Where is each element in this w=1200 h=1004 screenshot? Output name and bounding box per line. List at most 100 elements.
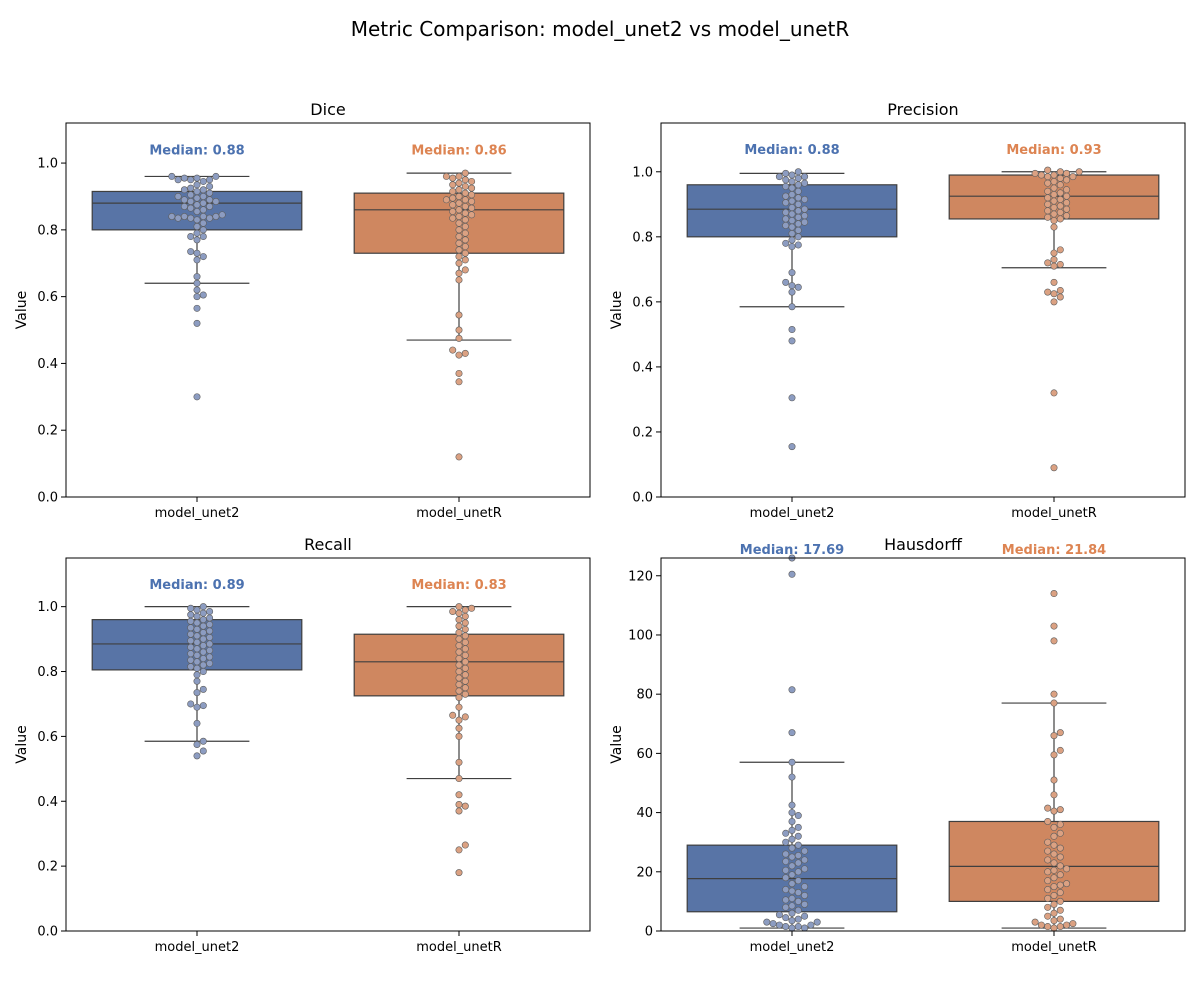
data-point — [782, 874, 790, 882]
data-point — [187, 233, 195, 241]
data-point — [1050, 807, 1058, 815]
data-point — [1075, 168, 1083, 176]
data-point — [461, 266, 469, 274]
data-point — [193, 319, 201, 327]
subplot-precision: Precision 0.0 0.2 0.4 0.6 0.8 1.0 Value Median: … — [609, 100, 1186, 521]
subplot-dice: Dice 0.0 0.2 0.4 0.6 0.8 1.0 Value Median: 0.88 m… — [14, 100, 591, 521]
data-point — [187, 663, 195, 671]
data-point — [794, 207, 802, 215]
data-point — [455, 179, 463, 187]
data-point — [775, 911, 783, 919]
data-point — [193, 293, 201, 301]
y-tick-label: 120 — [628, 569, 653, 584]
data-point — [455, 616, 463, 624]
data-point — [1050, 622, 1058, 630]
axes-frame — [660, 557, 1186, 932]
data-point — [193, 606, 201, 614]
data-point — [193, 740, 201, 748]
data-point — [1044, 288, 1052, 296]
data-point — [455, 253, 463, 261]
data-point — [1031, 169, 1039, 177]
data-point — [212, 172, 220, 180]
data-point — [187, 650, 195, 658]
data-point — [788, 223, 796, 231]
data-point — [461, 249, 469, 257]
data-point — [788, 269, 796, 277]
data-point — [1050, 859, 1058, 867]
data-point — [807, 921, 815, 929]
data-point — [193, 638, 201, 646]
data-point — [788, 197, 796, 205]
data-point — [461, 182, 469, 190]
data-point — [782, 838, 790, 846]
y-axis-label: Value — [609, 725, 625, 763]
data-point — [788, 236, 796, 244]
data-point — [455, 869, 463, 877]
data-point — [455, 801, 463, 809]
data-point — [461, 671, 469, 679]
data-point — [193, 645, 201, 653]
data-point — [1050, 751, 1058, 759]
data-point — [455, 186, 463, 194]
data-point — [461, 645, 469, 653]
data-point — [461, 349, 469, 357]
y-tick-label: 0.8 — [37, 665, 58, 680]
data-point — [193, 279, 201, 287]
data-point — [1056, 844, 1064, 852]
data-point — [801, 847, 809, 855]
data-point — [187, 624, 195, 632]
data-point — [794, 174, 802, 182]
subplot-title: Recall — [304, 535, 352, 554]
data-point — [782, 176, 790, 184]
data-point — [1050, 891, 1058, 899]
data-point — [199, 253, 207, 261]
data-point — [455, 453, 463, 461]
data-point — [794, 241, 802, 249]
data-point — [1063, 192, 1071, 200]
data-point — [461, 684, 469, 692]
data-point — [1056, 906, 1064, 914]
data-point — [782, 169, 790, 177]
data-point — [788, 210, 796, 218]
data-point — [187, 617, 195, 625]
data-point — [1056, 746, 1064, 754]
data-point — [1063, 921, 1071, 929]
data-point — [468, 604, 476, 612]
axes-frame — [660, 122, 1186, 498]
subplot-recall: Recall 0.0 0.2 0.4 0.6 0.8 1.0 Value Median: 0.8… — [14, 535, 591, 955]
data-point — [782, 923, 790, 931]
data-point — [794, 889, 802, 897]
data-point — [1050, 832, 1058, 840]
data-point — [769, 920, 777, 928]
data-point — [788, 337, 796, 345]
data-point — [455, 642, 463, 650]
data-point — [801, 179, 809, 187]
data-point — [1050, 389, 1058, 397]
data-point — [199, 177, 207, 185]
data-point — [1050, 900, 1058, 908]
data-point — [187, 214, 195, 222]
x-tick-label: model_unet2 — [155, 506, 240, 521]
data-point — [199, 635, 207, 643]
data-point — [199, 655, 207, 663]
data-point — [442, 172, 450, 180]
data-point — [193, 632, 201, 640]
data-point — [788, 902, 796, 910]
data-point — [187, 630, 195, 638]
data-point — [461, 651, 469, 659]
y-tick-label: 0.8 — [632, 230, 653, 245]
data-point — [193, 256, 201, 264]
data-point — [461, 713, 469, 721]
data-point — [449, 207, 457, 215]
data-point — [455, 269, 463, 277]
data-point — [193, 658, 201, 666]
data-point — [187, 197, 195, 205]
data-point — [193, 664, 201, 672]
data-point — [788, 191, 796, 199]
data-point — [199, 747, 207, 755]
data-point — [449, 346, 457, 354]
y-tick-label: 0.0 — [37, 925, 58, 940]
data-point — [1050, 590, 1058, 598]
median-annotation: Median: 0.88 — [744, 143, 839, 158]
